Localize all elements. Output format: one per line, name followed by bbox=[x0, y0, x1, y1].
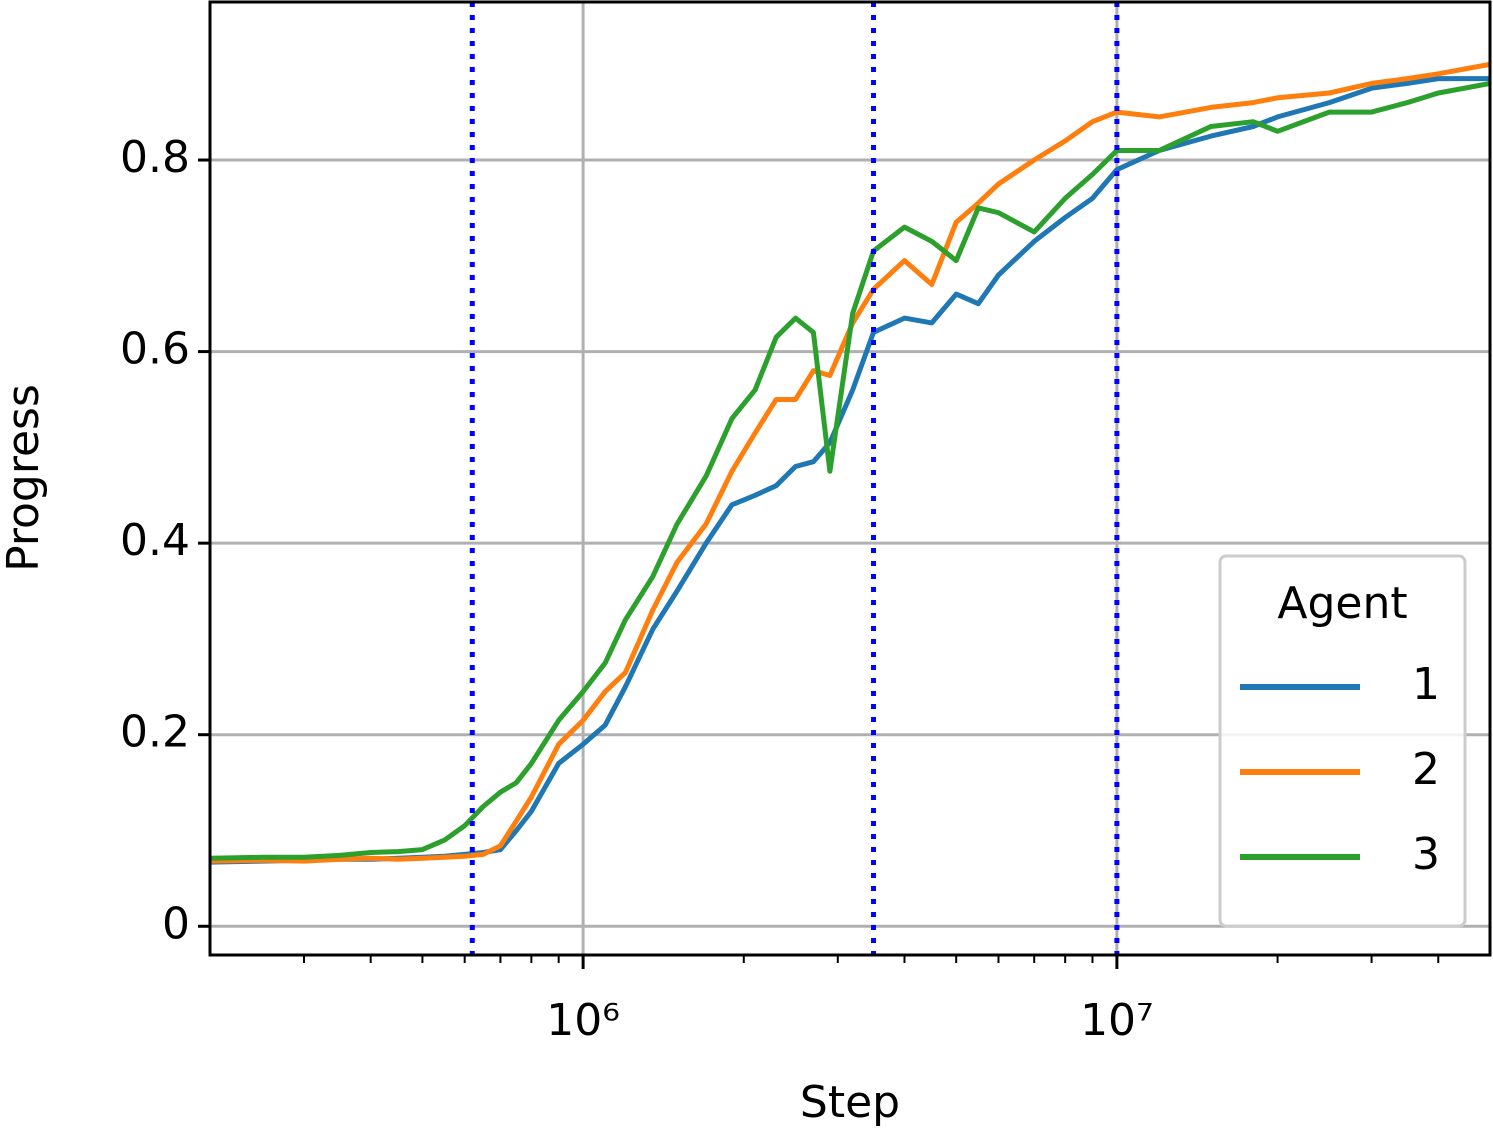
legend-label: 1 bbox=[1412, 659, 1440, 710]
data-line bbox=[210, 61, 1490, 864]
legend-label: 2 bbox=[1412, 744, 1440, 795]
y-tick-label: 0.4 bbox=[120, 515, 190, 566]
legend-label: 3 bbox=[1412, 829, 1440, 880]
x-tick-label: 10⁷ bbox=[1080, 995, 1154, 1046]
y-tick-label: 0.6 bbox=[120, 324, 190, 375]
y-tick-label: 0 bbox=[162, 898, 190, 949]
y-axis-label: Progress bbox=[0, 384, 49, 572]
legend-title: Agent bbox=[1277, 578, 1407, 629]
data-line bbox=[210, 80, 1490, 861]
plot-frame bbox=[208, 0, 1492, 957]
y-tick-label: 0.8 bbox=[120, 132, 190, 183]
x-axis-label: Step bbox=[800, 1077, 900, 1128]
x-tick-label: 10⁶ bbox=[546, 995, 620, 1046]
y-tick-label: 0.2 bbox=[120, 707, 190, 758]
legend-box bbox=[1218, 554, 1467, 928]
